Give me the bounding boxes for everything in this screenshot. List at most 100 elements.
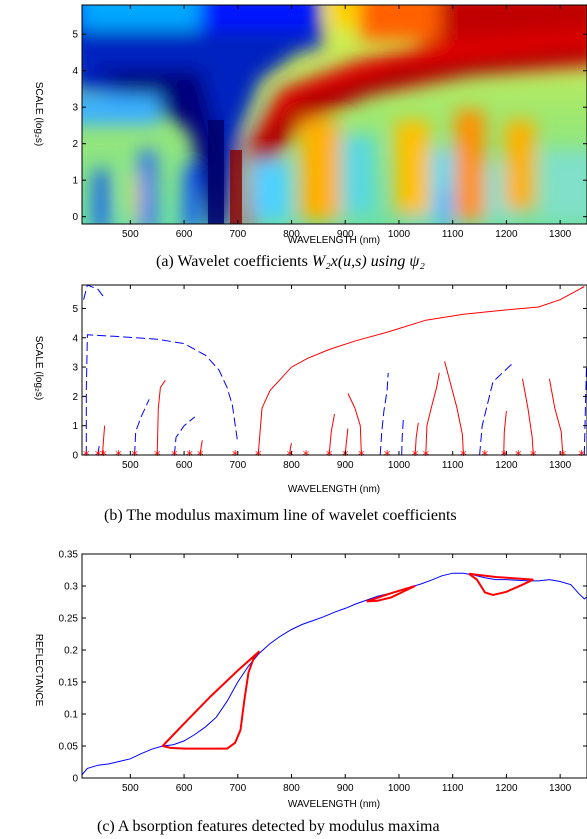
x-tick-label: 600 (176, 460, 193, 471)
spectrum-axes: 500 600 700 800 900 1000 1100 1200 1300 0 0.05 0.1 0… (59, 550, 587, 794)
x-tick-label: 600 (176, 783, 193, 794)
y-tick-label: 1 (72, 176, 78, 187)
maxima-marker: * (154, 449, 161, 464)
maxima-line-red (328, 413, 335, 455)
x-tick-label: 900 (337, 460, 354, 471)
x-tick-label: 1300 (549, 783, 572, 794)
maxima-marker: * (460, 449, 467, 464)
y-tick-label: 0.05 (59, 742, 79, 753)
maxima-line-blue (97, 443, 101, 455)
caption-b: (b) The modulus maximum line of wavelet … (104, 507, 457, 524)
caption-c: (c) A bsorption features detected by mod… (97, 818, 440, 835)
maxima-marker: * (358, 449, 365, 464)
maxima-marker: * (303, 449, 310, 464)
spectrum-xlabel: WAVELENGTH (nm) (288, 799, 380, 810)
spectrum-frame (81, 553, 587, 779)
maxima-marker: * (482, 449, 489, 464)
y-tick-label: 0.2 (64, 646, 78, 657)
heatmap-field (82, 5, 587, 224)
maxima-marker: * (115, 449, 122, 464)
heatmap-axes: 500 600 700 800 900 1000 1100 1200 1300 0 1 2 3 4 5 (72, 5, 587, 240)
maxima-marker: * (530, 449, 537, 464)
x-tick-label: 1300 (549, 460, 572, 471)
maxima-line-red (289, 443, 292, 455)
maxima-line-red (548, 378, 564, 455)
series-feature3-curve (468, 572, 534, 597)
maxima-line-blue (583, 367, 587, 455)
x-tick-label: 500 (122, 460, 139, 471)
maxima-line-red (425, 372, 440, 455)
maxima-line-red (199, 440, 203, 455)
maxima-axes: 500 600 700 800 900 1000 1100 1200 1300 0 1 2 3 4 5 (72, 285, 587, 471)
y-tick-label: 0.25 (59, 614, 79, 625)
x-tick-label: 800 (283, 229, 300, 240)
heatmap-ylabel: SCALE (log₂s) (33, 82, 44, 146)
maxima-line-red (156, 380, 166, 455)
x-tick-label: 700 (229, 460, 246, 471)
maxima-line-blue (479, 363, 513, 455)
panel-a: 500 600 700 800 900 1000 1100 1200 1300 0 1 2 3 4 5 WA… (33, 4, 587, 270)
spectrum-plot-area (82, 554, 587, 778)
maxima-marker: * (95, 449, 102, 464)
maxima-marker: * (186, 449, 193, 464)
series-feature1-hull (161, 650, 260, 747)
maxima-frame (81, 284, 587, 456)
x-tick-label: 800 (283, 460, 300, 471)
maxima-marker: * (326, 449, 333, 464)
maxima-marker: * (131, 449, 138, 464)
y-tick-label: 0 (72, 774, 78, 785)
x-tick-label: 700 (229, 229, 246, 240)
spectrum-lines (82, 572, 587, 776)
series-feature2-hull (366, 585, 416, 603)
maxima-line-red (101, 425, 106, 455)
maxima-marker: * (197, 449, 204, 464)
y-tick-label: 0.1 (64, 710, 78, 721)
heatmap-plot (82, 5, 587, 224)
maxima-marker: * (255, 449, 262, 464)
x-tick-label: 1200 (495, 229, 518, 240)
x-tick-label: 1000 (388, 783, 411, 794)
x-tick-label: 500 (122, 783, 139, 794)
series-feature1-curve (162, 650, 261, 750)
panel-b: * ** * * * * * * * * * * * * * * * * * * * * * * * 500 600 700 800 9… (33, 284, 587, 524)
maxima-line-red (347, 393, 362, 455)
y-tick-label: 4 (72, 66, 78, 77)
x-tick-label: 600 (176, 229, 193, 240)
x-tick-label: 1100 (442, 460, 464, 471)
x-tick-label: 900 (337, 783, 354, 794)
x-tick-label: 1300 (549, 229, 572, 240)
y-tick-label: 2 (72, 392, 78, 403)
maxima-marker: * (83, 449, 90, 464)
x-tick-label: 1100 (442, 783, 464, 794)
x-tick-label: 1200 (495, 783, 518, 794)
maxima-marker: * (342, 449, 349, 464)
series-feature3-hull (468, 572, 534, 581)
maxima-line-blue (85, 334, 239, 455)
maxima-markers: * ** * * * * * * * * * * * * * * * * * * * * * * * (83, 449, 585, 464)
maxima-marker: * (423, 449, 430, 464)
heatmap-frame (81, 4, 587, 225)
caption-a: (a) Wavelet coefficients W₂x(u,s) using … (156, 253, 425, 270)
maxima-marker: * (578, 449, 585, 464)
maxima-ylabel: SCALE (log₂s) (33, 336, 44, 400)
y-tick-label: 0 (72, 451, 78, 462)
y-tick-label: 0.3 (64, 582, 78, 593)
x-tick-label: 700 (229, 783, 246, 794)
x-tick-label: 900 (337, 229, 354, 240)
maxima-marker: * (384, 449, 391, 464)
y-tick-label: 5 (72, 30, 78, 41)
x-tick-label: 800 (283, 783, 300, 794)
maxima-xlabel: WAVELENGTH (nm) (288, 484, 380, 495)
maxima-line-red (522, 378, 534, 455)
spectrum-ylabel: REFLECTANCE (33, 634, 44, 707)
y-tick-label: 3 (72, 103, 78, 114)
maxima-plot-area (82, 285, 587, 455)
maxima-line-red (444, 361, 464, 455)
maxima-line-blue (379, 372, 389, 455)
maxima-marker: * (232, 449, 239, 464)
maxima-line-blue (134, 399, 150, 455)
maxima-marker: * (501, 449, 508, 464)
x-tick-label: 1000 (388, 229, 411, 240)
maxima-marker: * (287, 449, 294, 464)
